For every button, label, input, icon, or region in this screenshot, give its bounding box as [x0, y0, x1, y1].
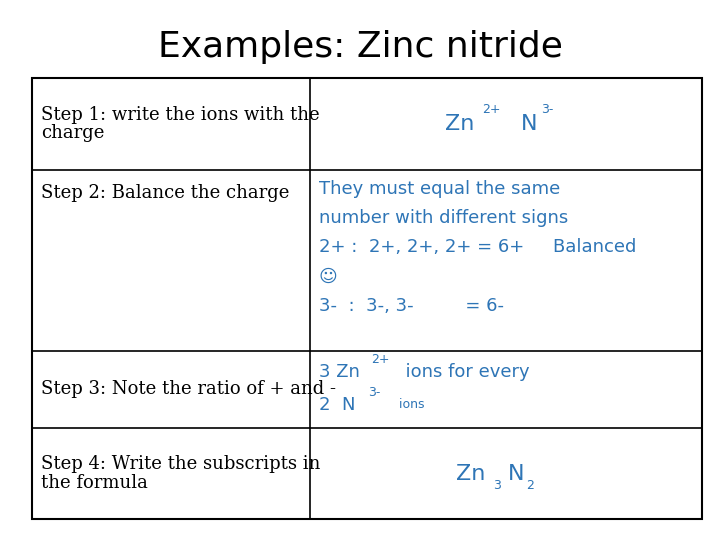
Text: ions: ions	[391, 398, 424, 411]
Text: 3 Zn: 3 Zn	[319, 363, 360, 381]
Text: 2+: 2+	[482, 103, 501, 116]
Text: Step 3: Note the ratio of + and -: Step 3: Note the ratio of + and -	[41, 381, 336, 399]
Text: 2+: 2+	[372, 353, 390, 366]
Text: ions for every: ions for every	[394, 363, 529, 381]
Text: the formula: the formula	[41, 474, 148, 492]
Text: 2+ :  2+, 2+, 2+ = 6+     Balanced: 2+ : 2+, 2+, 2+ = 6+ Balanced	[319, 238, 636, 256]
Bar	[32, 78, 702, 519]
Text: 2  N: 2 N	[319, 396, 356, 414]
Text: Step 1: write the ions with the: Step 1: write the ions with the	[41, 106, 320, 124]
Text: 3-  :  3-, 3-         = 6-: 3- : 3-, 3- = 6-	[319, 296, 504, 315]
Text: ☺: ☺	[319, 267, 338, 286]
Text: 3: 3	[493, 479, 501, 492]
Text: Zn: Zn	[456, 463, 485, 483]
Text: charge: charge	[41, 124, 104, 143]
Text: Examples: Zinc nitride: Examples: Zinc nitride	[158, 30, 562, 64]
Text: 3-: 3-	[368, 386, 380, 399]
Text: 3-: 3-	[541, 103, 553, 116]
Text: 2: 2	[526, 479, 534, 492]
Text: They must equal the same: They must equal the same	[319, 180, 560, 198]
Text: Step 4: Write the subscripts in: Step 4: Write the subscripts in	[41, 455, 320, 473]
Text: Step 2: Balance the charge: Step 2: Balance the charge	[41, 184, 289, 202]
Text: number with different signs: number with different signs	[319, 209, 568, 227]
Text: N: N	[508, 463, 524, 483]
Text: N: N	[521, 114, 537, 134]
Text: Zn: Zn	[445, 114, 474, 134]
